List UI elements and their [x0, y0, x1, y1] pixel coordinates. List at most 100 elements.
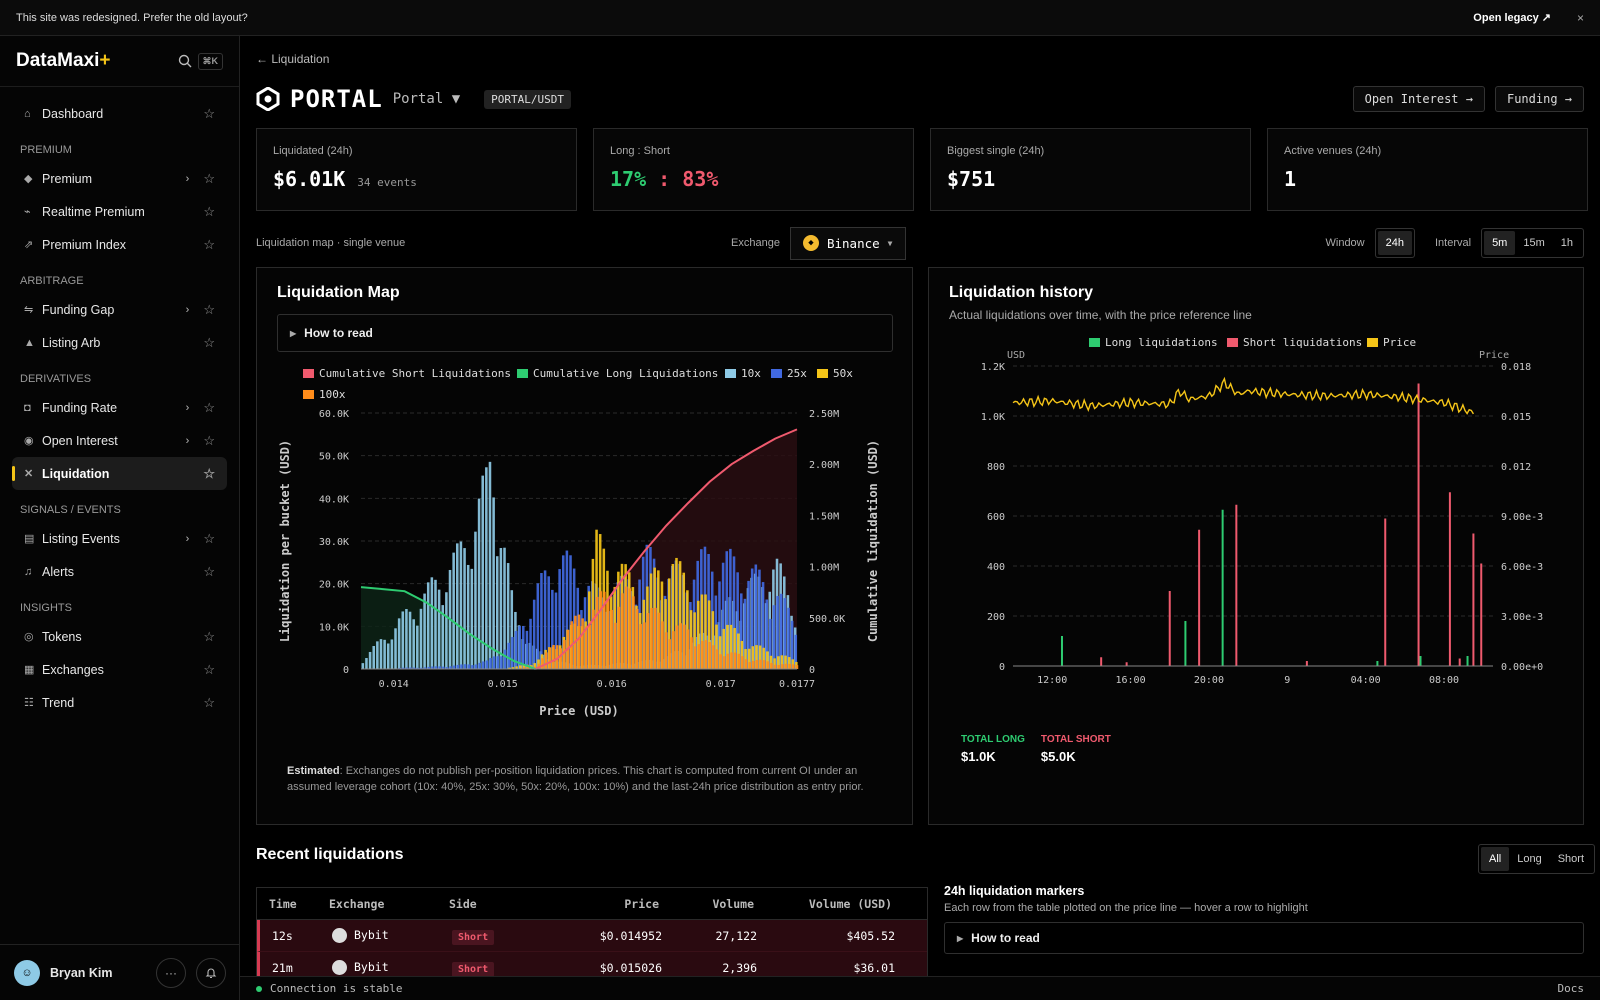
- table-row[interactable]: 12s Bybit Short $0.014952 27,122 $405.52: [257, 920, 927, 952]
- star-icon[interactable]: ☆: [203, 170, 215, 186]
- filter-long[interactable]: Long: [1517, 853, 1542, 865]
- bar-10x: [441, 605, 445, 669]
- sidebar-item-premium[interactable]: ◆ Premium › ☆: [12, 162, 227, 195]
- token-name-dropdown[interactable]: Portal ▼: [392, 91, 461, 107]
- close-icon[interactable]: ×: [1576, 10, 1584, 25]
- sidebar-item-open-interest[interactable]: ◉ Open Interest › ☆: [12, 424, 227, 457]
- sidebar-item-premium-index[interactable]: ⇗ Premium Index ☆: [12, 228, 227, 261]
- col-time[interactable]: Time: [269, 896, 297, 911]
- sidebar-item-liquidation[interactable]: ✕ Liquidation ☆: [12, 457, 227, 490]
- bar-25x: [783, 598, 787, 669]
- bar-50x: [784, 655, 787, 669]
- docs-link[interactable]: Docs: [1557, 982, 1585, 995]
- binance-icon: ◆: [802, 235, 819, 251]
- sidebar-item-funding-rate[interactable]: ◘ Funding Rate › ☆: [12, 391, 227, 424]
- bar-25x: [449, 666, 452, 669]
- star-icon[interactable]: ☆: [203, 105, 215, 121]
- long-bar: [1060, 636, 1063, 666]
- sidebar-item-trend[interactable]: ☷ Trend ☆: [12, 686, 227, 719]
- col-price[interactable]: Price: [624, 896, 659, 911]
- star-icon[interactable]: ☆: [203, 432, 215, 448]
- star-icon[interactable]: ☆: [203, 694, 215, 710]
- col-volume[interactable]: Volume: [712, 896, 754, 911]
- star-icon[interactable]: ☆: [203, 530, 215, 546]
- markers-title: 24h liquidation markers: [944, 884, 1085, 898]
- chevron-right-icon[interactable]: ›: [185, 303, 190, 316]
- bar-25x: [765, 599, 768, 669]
- connection-status-dot: [256, 985, 262, 992]
- interval-1h[interactable]: 1h: [1560, 237, 1573, 249]
- sidebar-item-funding-gap[interactable]: ⇋ Funding Gap › ☆: [12, 293, 227, 326]
- col-side[interactable]: Side: [449, 896, 477, 911]
- bar-100x: [595, 596, 599, 669]
- col-exchange[interactable]: Exchange: [329, 896, 385, 911]
- legend-swatch: [517, 369, 528, 378]
- bar-50x: [726, 624, 729, 669]
- window-24h[interactable]: 24h: [1377, 231, 1412, 255]
- search-icon[interactable]: [178, 54, 192, 68]
- bar-10x: [474, 531, 477, 669]
- bar-100x: [701, 640, 704, 669]
- bar-10x: [452, 552, 455, 669]
- kpi-liquidated: Liquidated (24h) $6.01K 34 events: [256, 128, 577, 211]
- x-tick-label: 9: [1284, 675, 1290, 686]
- chevron-right-icon[interactable]: ›: [185, 532, 190, 545]
- markers-how-to-read-toggle[interactable]: ▶ How to read: [944, 922, 1584, 954]
- star-icon[interactable]: ☆: [203, 399, 215, 415]
- bar-25x: [532, 599, 536, 669]
- col-volume-usd[interactable]: Volume (USD): [808, 896, 892, 911]
- open-interest-button[interactable]: Open Interest →: [1352, 86, 1485, 112]
- bar-25x: [427, 666, 431, 669]
- star-icon[interactable]: ☆: [203, 563, 215, 579]
- star-icon[interactable]: ☆: [203, 301, 215, 317]
- filter-all[interactable]: All: [1481, 847, 1510, 871]
- avatar[interactable]: ☺: [14, 959, 40, 986]
- chevron-right-icon[interactable]: ›: [185, 434, 190, 447]
- star-icon[interactable]: ☆: [203, 628, 215, 644]
- star-icon[interactable]: ☆: [203, 236, 215, 252]
- interval-15m[interactable]: 15m: [1523, 237, 1545, 249]
- bar-25x: [779, 593, 783, 669]
- filter-short[interactable]: Short: [1557, 853, 1585, 865]
- chevron-right-icon[interactable]: ›: [185, 401, 190, 414]
- sidebar-item-label: Funding Rate: [42, 400, 118, 415]
- chevron-right-icon[interactable]: ›: [185, 172, 190, 185]
- sidebar-item-dashboard[interactable]: ⌂ Dashboard ☆: [12, 97, 227, 130]
- price-line: [1012, 376, 1475, 415]
- sidebar-item-listing-events[interactable]: ▤ Listing Events › ☆: [12, 522, 227, 555]
- sidebar-item-realtime-premium[interactable]: ⌁ Realtime Premium ☆: [12, 195, 227, 228]
- brand-logo[interactable]: DataMaxi + ⌘K: [0, 36, 239, 86]
- more-button[interactable]: ···: [156, 957, 186, 988]
- open-legacy-link[interactable]: Open legacy ↗: [1473, 12, 1551, 24]
- star-icon[interactable]: ☆: [203, 661, 215, 677]
- star-icon[interactable]: ☆: [203, 465, 215, 481]
- liq-history-title: Liquidation history: [949, 284, 1093, 301]
- sidebar-item-tokens[interactable]: ◎ Tokens ☆: [12, 620, 227, 653]
- table-row[interactable]: 21m Bybit Short $0.015026 2,396 $36.01: [257, 952, 927, 976]
- bar-100x: [741, 656, 744, 669]
- bar-100x: [541, 658, 544, 669]
- table-header: Time Exchange Side Price Volume Volume (…: [257, 888, 927, 920]
- sidebar-item-alerts[interactable]: ♫ Alerts ☆: [12, 555, 227, 588]
- interval-5m[interactable]: 5m: [1484, 231, 1516, 255]
- kpi-venues: Active venues (24h) 1: [1267, 128, 1588, 211]
- short-bar: [1305, 661, 1308, 666]
- sidebar-item-listing-arb[interactable]: ▲ Listing Arb ☆: [12, 326, 227, 359]
- star-icon[interactable]: ☆: [203, 203, 215, 219]
- exchange-select[interactable]: ◆ Binance ▼: [789, 226, 906, 260]
- how-to-read-toggle[interactable]: ▶ How to read: [277, 314, 893, 352]
- bell-icon[interactable]: [196, 957, 226, 988]
- bar-25x: [529, 618, 532, 669]
- bar-25x: [503, 649, 507, 669]
- bar-100x: [635, 608, 639, 669]
- breadcrumb[interactable]: ← Liquidation: [256, 52, 330, 66]
- bar-100x: [577, 614, 581, 669]
- sidebar-item-exchanges[interactable]: ▦ Exchanges ☆: [12, 653, 227, 686]
- bar-25x: [740, 593, 743, 669]
- legend-swatch: [1367, 338, 1378, 347]
- x-tick-label: 0.017: [706, 679, 736, 690]
- token-header: PORTAL Portal ▼ PORTAL/USDT Open Interes…: [256, 82, 1584, 116]
- funding-button[interactable]: Funding →: [1494, 86, 1584, 112]
- star-icon[interactable]: ☆: [203, 334, 215, 350]
- bar-10x: [405, 609, 408, 669]
